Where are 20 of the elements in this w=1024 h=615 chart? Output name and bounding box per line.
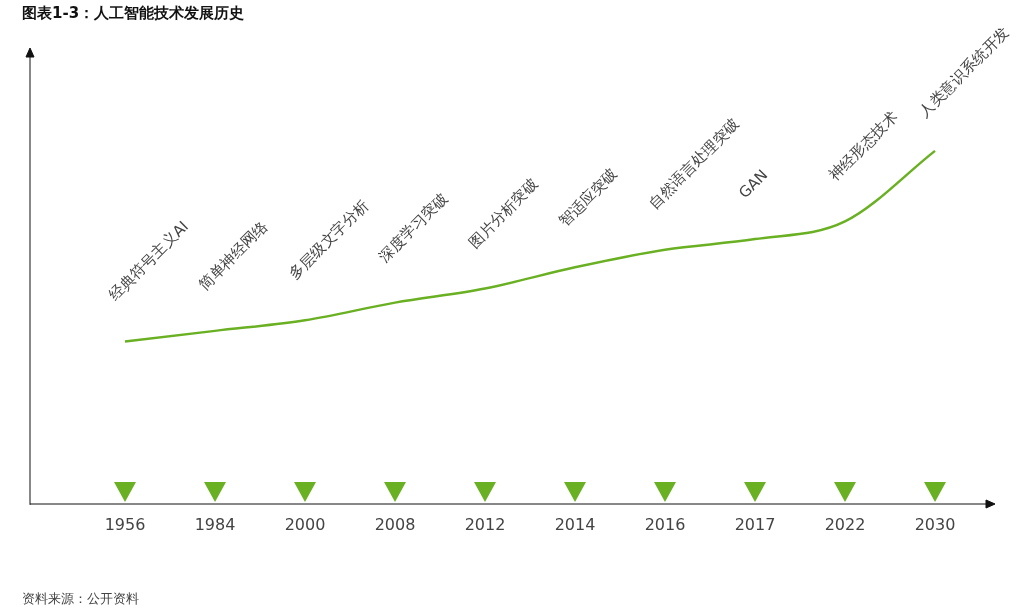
x-tick-label: 2022 xyxy=(824,514,866,534)
text: 人类意识系统开发 xyxy=(915,23,1013,121)
x-tick-label: 2016 xyxy=(644,514,686,534)
x-tick-label: 2012 xyxy=(464,514,506,534)
x-tick-label: 2014 xyxy=(554,514,596,534)
annotation: 图片分析突破 xyxy=(465,174,542,252)
annotation: 深度学习突破 xyxy=(375,189,452,266)
text: 资料来源：公开资料 xyxy=(22,590,139,608)
annotation: 智适应突破 xyxy=(555,164,621,231)
annotation: 多层级文字分析 xyxy=(285,196,373,284)
x-tick-label: 1984 xyxy=(194,514,236,534)
chart-title: 图表1-3：人工智能技术发展历史 xyxy=(22,4,245,23)
x-tick-label: 2030 xyxy=(914,514,956,534)
x-tick-label: 2000 xyxy=(284,514,326,534)
annotation: 神经形态技术 xyxy=(825,107,902,185)
annotation: 简单神经网络 xyxy=(195,217,272,294)
x-tick-label: 2017 xyxy=(734,514,776,534)
x-tick-label: 2008 xyxy=(374,514,416,534)
x-tick-label: 1956 xyxy=(104,514,146,534)
annotation: 经典符号主义AI xyxy=(105,217,192,305)
